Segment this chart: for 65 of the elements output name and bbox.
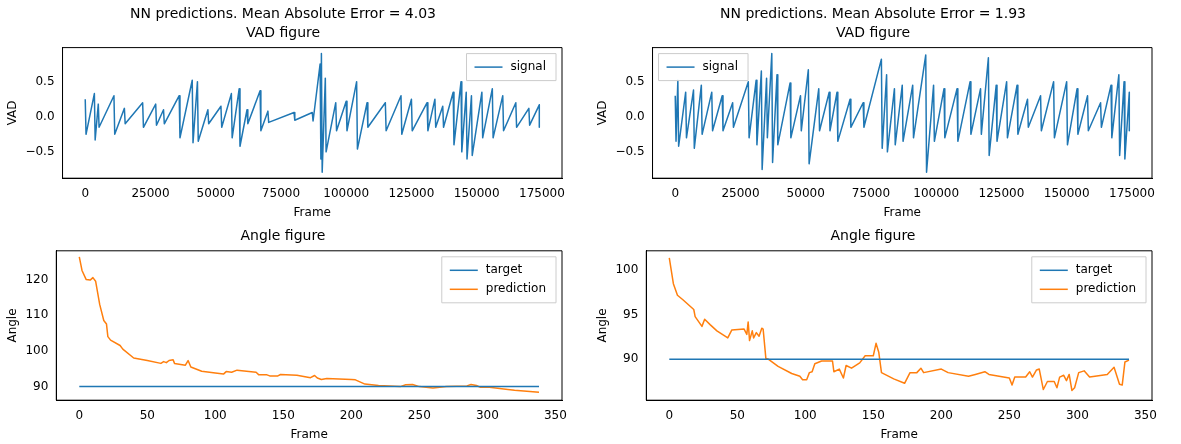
chart-subtitle: VAD figure [245,23,321,40]
x-tick-label: 250 [997,407,1021,422]
x-tick-label: 0 [75,407,84,422]
x-tick-label: 125000 [978,185,1025,200]
x-tick-label: 150 [271,407,295,422]
x-axis-title: Frame [883,204,921,219]
x-tick-label: 50 [729,407,745,422]
x-tick-label: 350 [1133,407,1157,422]
chart-title: NN predictions. Mean Absolute Error = 1.93 [720,5,1026,22]
x-tick-label: 200 [929,407,953,422]
x-tick-label: 100000 [323,185,370,200]
y-tick-label: 90 [33,378,49,393]
chart-title: Angle figure [240,227,326,244]
y-tick-label: 110 [25,307,49,322]
x-tick-label: 125000 [388,185,435,200]
legend-label: prediction [485,281,547,296]
x-tick-label: 0 [671,185,680,200]
x-tick-label: 100000 [913,185,960,200]
y-tick-label: 100 [615,262,639,277]
x-tick-label: 75000 [261,185,301,200]
x-tick-label: 50000 [786,185,825,200]
x-tick-label: 175000 [519,185,565,200]
x-tick-label: 250 [407,407,431,422]
chart-title: NN predictions. Mean Absolute Error = 4.03 [130,5,436,22]
y-tick-label: 0.5 [625,73,645,88]
y-tick-label: 100 [25,343,49,357]
x-tick-label: 150000 [1043,185,1090,200]
legend-label: target [1075,262,1113,277]
x-axis-title: Frame [880,426,918,441]
x-axis-title: Frame [290,426,328,441]
y-tick-label: 95 [623,306,639,321]
y-axis-title: Angle [595,308,610,343]
legend-label: target [485,262,523,277]
y-axis-title: VAD [595,100,610,126]
legend-label: signal [702,59,739,74]
y-tick-label: 0.0 [35,108,55,123]
x-tick-label: 175000 [1109,185,1155,200]
y-axis-title: Angle [5,308,20,343]
x-tick-label: 0 [665,407,674,422]
x-tick-label: 200 [339,407,363,422]
y-tick-label: 120 [25,271,49,286]
chart-title: Angle figure [830,227,916,244]
x-tick-label: 300 [1065,407,1089,422]
x-tick-label: 75000 [851,185,891,200]
x-tick-label: 50 [139,407,155,422]
x-tick-label: 25000 [131,185,170,200]
x-tick-label: 25000 [721,185,760,200]
legend-label: signal [510,59,546,74]
y-tick-label: 90 [623,351,639,366]
x-tick-label: 150 [861,407,885,422]
x-tick-label: 350 [543,407,567,422]
y-tick-label: 0.0 [625,108,645,123]
x-tick-label: 50000 [196,185,235,200]
x-tick-label: 150000 [453,185,500,200]
legend-label: prediction [1075,281,1137,296]
x-axis-title: Frame [293,204,331,219]
y-tick-label: −0.5 [615,143,645,158]
x-tick-label: 100 [793,407,817,422]
y-axis-title: VAD [5,100,20,126]
x-tick-label: 0 [81,185,90,200]
x-tick-label: 300 [475,407,499,422]
chart-subtitle: VAD figure [835,23,911,40]
y-tick-label: −0.5 [25,143,55,158]
x-tick-label: 100 [203,407,227,422]
y-tick-label: 0.5 [35,73,55,88]
